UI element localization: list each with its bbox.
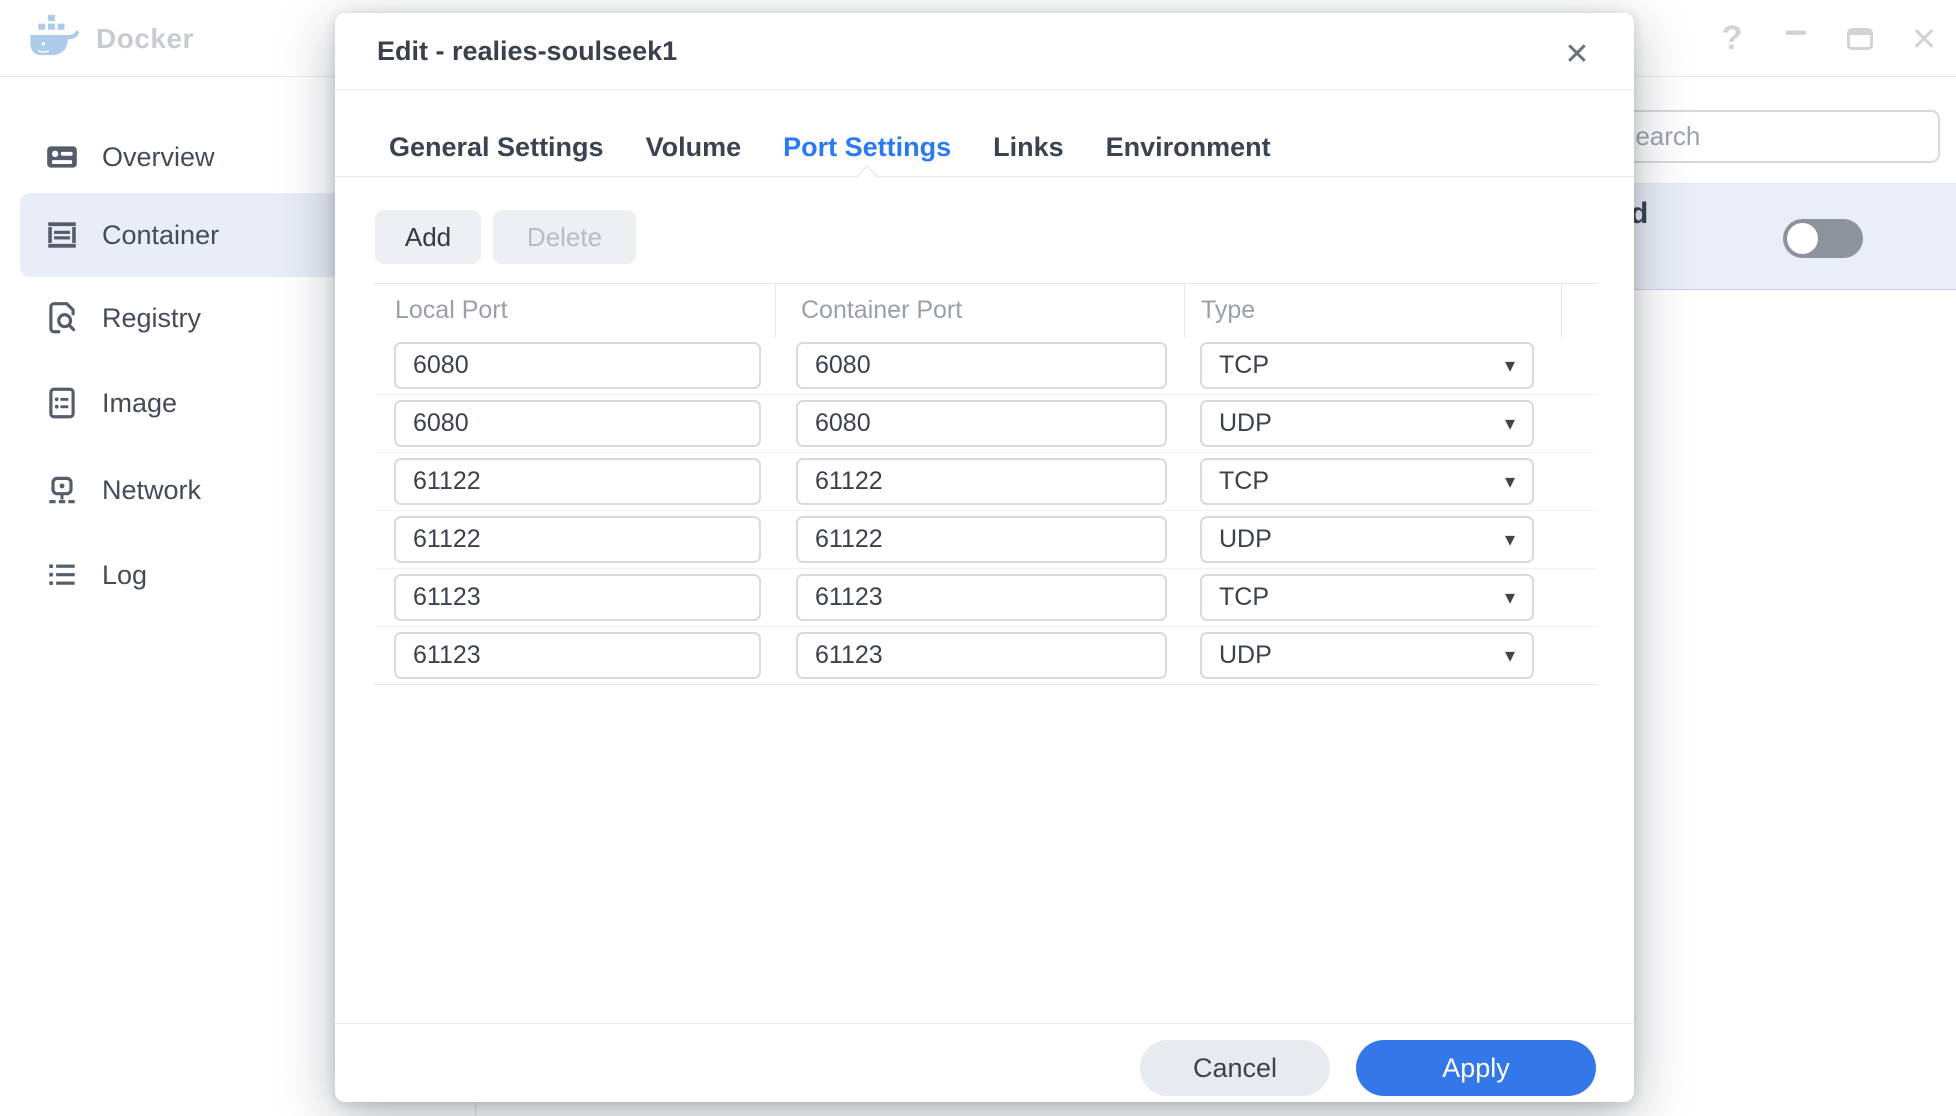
maximize-icon[interactable]: [1828, 0, 1892, 77]
sidebar-item-overview[interactable]: Overview: [0, 115, 456, 199]
port-type-value: TCP: [1219, 583, 1269, 611]
sidebar-item-label: Overview: [102, 141, 215, 172]
local-port-input[interactable]: [394, 458, 761, 505]
sidebar-item-label: Registry: [102, 302, 202, 333]
column-header-container-port: Container Port: [776, 284, 1185, 337]
sidebar-item-label: Network: [102, 474, 202, 505]
sidebar-item-label: Log: [102, 559, 148, 590]
port-type-value: TCP: [1219, 467, 1269, 495]
container-port-input[interactable]: [796, 574, 1167, 621]
dropdown-caret-icon: ▾: [1504, 412, 1515, 435]
registry-icon: [44, 300, 80, 336]
image-icon: [44, 385, 80, 421]
tab-environment[interactable]: Environment: [1105, 132, 1271, 162]
log-icon: [44, 557, 80, 593]
port-type-select[interactable]: TCP ▾: [1200, 342, 1534, 389]
port-type-select[interactable]: TCP ▾: [1200, 458, 1534, 505]
sidebar-item-label: Image: [102, 387, 178, 418]
port-type-value: UDP: [1219, 409, 1272, 437]
container-port-input[interactable]: [796, 342, 1167, 389]
app-title: Docker: [96, 22, 194, 54]
minimize-icon[interactable]: −: [1784, 11, 1808, 55]
port-type-value: UDP: [1219, 525, 1272, 553]
toggle-knob: [1787, 223, 1818, 254]
port-mapping-table: Local Port Container Port Type TCP ▾: [375, 283, 1597, 685]
container-icon: [44, 217, 80, 253]
sidebar-item-image[interactable]: Image: [0, 361, 456, 445]
sidebar-item-log[interactable]: Log: [0, 533, 456, 617]
docker-whale-icon: [28, 13, 82, 57]
dropdown-caret-icon: ▾: [1504, 470, 1515, 493]
column-header-local-port: Local Port: [375, 284, 776, 337]
port-toolbar: Add Delete: [375, 210, 636, 264]
tab-port-settings[interactable]: Port Settings: [783, 132, 952, 189]
cancel-button[interactable]: Cancel: [1140, 1040, 1330, 1096]
dialog-tabs: General Settings Volume Port Settings Li…: [335, 90, 1634, 189]
dropdown-caret-icon: ▾: [1504, 586, 1515, 609]
maximize-glyph: [1847, 27, 1873, 50]
port-type-select[interactable]: UDP ▾: [1200, 632, 1534, 679]
dialog-header: Edit - realies-soulseek1 ✕: [335, 13, 1634, 90]
column-header-spacer: [1562, 284, 1597, 337]
local-port-input[interactable]: [394, 342, 761, 389]
dialog-title: Edit - realies-soulseek1: [377, 35, 678, 66]
edit-container-dialog: Edit - realies-soulseek1 ✕ General Setti…: [335, 13, 1634, 1102]
dropdown-caret-icon: ▾: [1504, 528, 1515, 551]
dropdown-caret-icon: ▾: [1504, 354, 1515, 377]
port-mapping-row: UDP ▾: [375, 627, 1597, 685]
port-type-select[interactable]: TCP ▾: [1200, 574, 1534, 621]
local-port-input[interactable]: [394, 574, 761, 621]
overview-icon: [44, 139, 80, 175]
add-button[interactable]: Add: [375, 210, 481, 264]
apply-button[interactable]: Apply: [1356, 1040, 1596, 1096]
tab-volume[interactable]: Volume: [645, 132, 742, 162]
port-type-select[interactable]: UDP ▾: [1200, 400, 1534, 447]
port-mapping-row: TCP ▾: [375, 337, 1597, 395]
local-port-input[interactable]: [394, 400, 761, 447]
tab-general-settings[interactable]: General Settings: [389, 132, 604, 162]
footer-divider: [335, 1023, 1634, 1024]
window-close-icon[interactable]: ✕: [1910, 20, 1938, 57]
port-type-value: UDP: [1219, 641, 1272, 669]
row-partial-text: d: [1630, 197, 1649, 230]
port-type-select[interactable]: UDP ▾: [1200, 516, 1534, 563]
local-port-input[interactable]: [394, 632, 761, 679]
tab-links[interactable]: Links: [993, 132, 1064, 162]
container-port-input[interactable]: [796, 632, 1167, 679]
delete-button[interactable]: Delete: [493, 210, 636, 264]
column-header-type: Type: [1185, 284, 1562, 337]
dialog-close-icon[interactable]: ✕: [1564, 37, 1590, 71]
sidebar-item-network[interactable]: Network: [0, 448, 456, 532]
sidebar-item-registry[interactable]: Registry: [0, 276, 456, 360]
container-port-input[interactable]: [796, 458, 1167, 505]
local-port-input[interactable]: [394, 516, 761, 563]
dropdown-caret-icon: ▾: [1504, 644, 1515, 667]
port-mapping-row: UDP ▾: [375, 395, 1597, 453]
container-port-input[interactable]: [796, 400, 1167, 447]
port-mapping-row: TCP ▾: [375, 569, 1597, 627]
container-port-input[interactable]: [796, 516, 1167, 563]
port-type-value: TCP: [1219, 351, 1269, 379]
sidebar-item-label: Container: [102, 219, 220, 250]
tab-port-settings-label: Port Settings: [783, 132, 952, 162]
network-icon: [44, 472, 80, 508]
port-mapping-row: TCP ▾: [375, 453, 1597, 511]
window-controls: ? − ✕: [1700, 0, 1956, 77]
help-icon[interactable]: ?: [1721, 19, 1743, 57]
active-tab-notch: [855, 165, 879, 189]
table-header-row: Local Port Container Port Type: [375, 283, 1597, 337]
container-state-toggle[interactable]: [1783, 219, 1863, 258]
port-mapping-row: UDP ▾: [375, 511, 1597, 569]
